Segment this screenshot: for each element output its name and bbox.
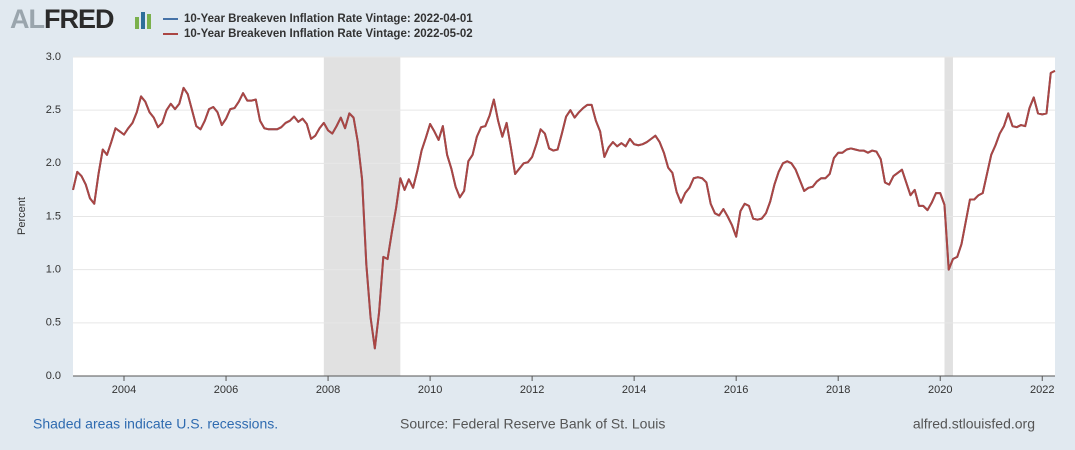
y-tick-label: 1.0 bbox=[46, 264, 61, 276]
source: Source: Federal Reserve Bank of St. Loui… bbox=[400, 416, 665, 432]
y-tick-label: 2.5 bbox=[46, 104, 61, 116]
x-tick-label: 2008 bbox=[316, 384, 340, 396]
y-tick-label: 0.0 bbox=[46, 370, 61, 382]
logo-bar bbox=[141, 12, 145, 29]
logo-main: FRED bbox=[44, 4, 114, 34]
x-tick-label: 2020 bbox=[928, 384, 952, 396]
y-axis-label: Percent bbox=[16, 197, 28, 235]
y-tick-label: 1.5 bbox=[46, 210, 61, 222]
logo: ALFRED bbox=[10, 4, 114, 34]
x-tick-label: 2004 bbox=[112, 384, 136, 396]
recession-note: Shaded areas indicate U.S. recessions. bbox=[33, 416, 278, 432]
y-tick-label: 0.5 bbox=[46, 317, 61, 329]
logo-bar bbox=[135, 17, 139, 29]
logo-icon bbox=[135, 12, 151, 29]
x-tick-label: 2010 bbox=[418, 384, 442, 396]
y-tick-label: 3.0 bbox=[46, 51, 61, 63]
x-tick-label: 2006 bbox=[214, 384, 238, 396]
legend-label: 10-Year Breakeven Inflation Rate Vintage… bbox=[184, 13, 473, 25]
x-tick-label: 2022 bbox=[1030, 384, 1054, 396]
y-tick-label: 2.0 bbox=[46, 157, 61, 169]
x-tick-label: 2014 bbox=[622, 384, 646, 396]
x-tick-label: 2012 bbox=[520, 384, 544, 396]
site: alfred.stlouisfed.org bbox=[913, 416, 1035, 432]
legend-label: 10-Year Breakeven Inflation Rate Vintage… bbox=[184, 28, 473, 40]
series-line bbox=[72, 69, 1056, 350]
x-tick-label: 2018 bbox=[826, 384, 850, 396]
logo-prefix: AL bbox=[10, 4, 44, 34]
logo-bar bbox=[147, 14, 151, 29]
x-tick-label: 2016 bbox=[724, 384, 748, 396]
